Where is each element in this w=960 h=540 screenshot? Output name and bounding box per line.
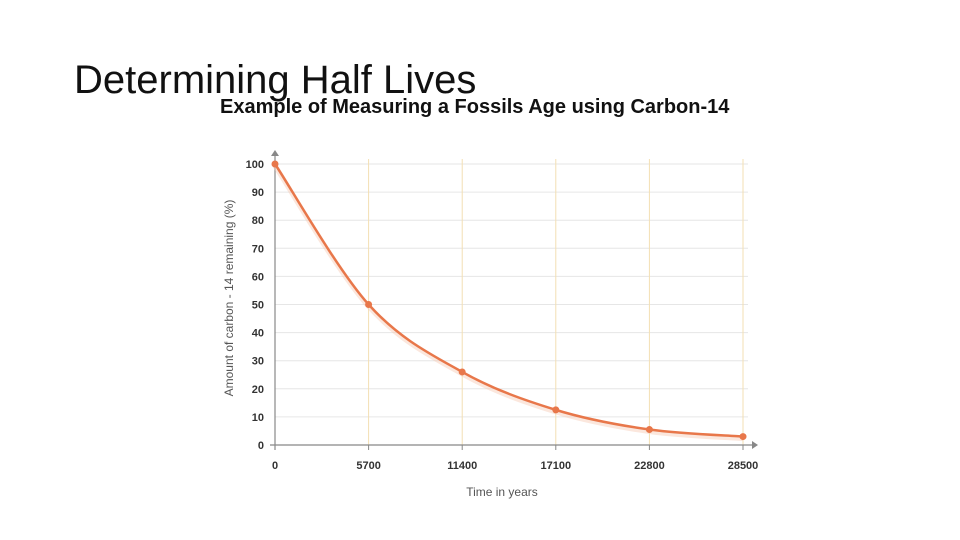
y-tick-label: 90 bbox=[252, 187, 264, 199]
data-point bbox=[739, 433, 747, 441]
data-point bbox=[365, 301, 373, 308]
y-tick-label: 70 bbox=[252, 243, 264, 255]
x-tick-label: 5700 bbox=[356, 460, 380, 472]
data-point bbox=[271, 160, 279, 168]
y-axis-arrow bbox=[271, 150, 279, 156]
x-tick-label: 17100 bbox=[541, 460, 572, 472]
y-tick-label: 10 bbox=[252, 412, 264, 424]
axes bbox=[270, 150, 758, 450]
y-tick-label: 0 bbox=[258, 440, 264, 452]
y-tick-label: 60 bbox=[252, 271, 264, 283]
tick-labels: 0 10 20 30 40 50 60 70 80 90 100 0 5700 11400 17100 228… bbox=[246, 159, 759, 472]
x-axis-arrow bbox=[752, 441, 758, 449]
y-tick-label: 50 bbox=[252, 300, 264, 312]
y-tick-label: 30 bbox=[252, 356, 264, 368]
x-tick-label: 28500 bbox=[728, 460, 759, 472]
data-point bbox=[552, 406, 560, 414]
x-tick-label: 0 bbox=[272, 460, 278, 472]
x-tick-label: 22800 bbox=[634, 460, 665, 472]
y-tick-label: 40 bbox=[252, 328, 264, 340]
slide-title: Determining Half Lives bbox=[74, 58, 477, 102]
series-line-shadow bbox=[272, 164, 744, 442]
y-tick-label: 80 bbox=[252, 215, 264, 227]
x-axis-title: Time in years bbox=[466, 485, 538, 499]
x-tick-label: 11400 bbox=[447, 460, 477, 472]
y-axis-title: Amount of carbon - 14 remaining (%) bbox=[222, 200, 236, 397]
data-point bbox=[458, 368, 466, 376]
series bbox=[271, 160, 747, 442]
slide-subtitle: Example of Measuring a Fossils Age using… bbox=[220, 96, 730, 118]
y-tick-label: 100 bbox=[246, 159, 264, 171]
grid bbox=[275, 159, 748, 445]
data-point bbox=[645, 426, 653, 434]
y-tick-label: 20 bbox=[252, 384, 264, 396]
